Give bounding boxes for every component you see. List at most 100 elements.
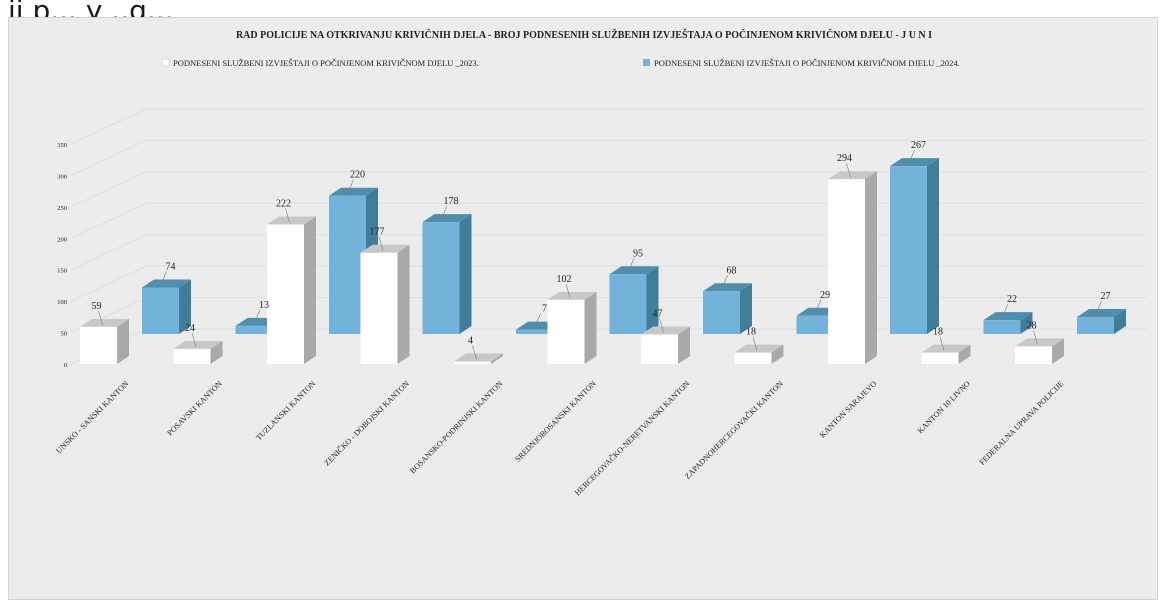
label-leader <box>1001 304 1009 319</box>
data-label-2024: 7 <box>542 304 547 315</box>
chart-svg: RAD POLICIJE NA OTKRIVANJU KRIVIČNIH DJE… <box>54 28 1147 497</box>
label-leader <box>659 318 664 333</box>
label-leader <box>1033 330 1038 345</box>
data-label-2023: 102 <box>557 274 572 285</box>
bar-front <box>1015 346 1052 364</box>
bar-front <box>641 334 678 364</box>
label-leader <box>253 309 261 324</box>
bar-2024 <box>1077 309 1126 334</box>
data-label-2024: 29 <box>820 290 830 301</box>
bar-side <box>740 283 752 334</box>
label-leader <box>814 299 822 314</box>
label-leader <box>534 313 541 328</box>
bar-side <box>304 216 316 364</box>
x-category-label: POSAVSKI KANTON <box>165 379 224 438</box>
bar-top <box>547 291 597 300</box>
label-leader <box>378 236 384 251</box>
bar-front <box>173 348 211 364</box>
bar-side <box>491 353 503 364</box>
chart-title: RAD POLICIJE NA OTKRIVANJU KRIVIČNIH DJE… <box>236 28 932 41</box>
label-leader <box>440 205 448 221</box>
bar-2023 <box>454 353 503 364</box>
bar-top <box>422 214 472 223</box>
bar-front <box>609 274 647 334</box>
bar-2023 <box>80 318 129 364</box>
grid-line-floor <box>70 108 147 145</box>
bar-front <box>454 361 491 364</box>
label-leader <box>98 310 103 325</box>
x-category-label: TUZLANSKI KANTON <box>254 379 317 442</box>
bar-front <box>921 352 959 364</box>
bar-side <box>1052 338 1064 364</box>
bar-top <box>142 279 191 288</box>
bar-2023 <box>921 344 971 364</box>
bar-front <box>80 326 117 364</box>
bar-2024 <box>422 214 472 334</box>
bar-front <box>516 329 553 334</box>
bar-side <box>771 344 784 364</box>
bar-top <box>80 318 129 327</box>
bar-top <box>267 216 316 225</box>
bar-front <box>890 166 927 334</box>
label-leader <box>908 150 915 165</box>
bar-2024 <box>983 312 1033 334</box>
label-leader <box>846 163 851 178</box>
bar-front <box>547 299 585 364</box>
bar-front <box>703 291 740 334</box>
bar-top <box>609 266 659 275</box>
bar-side <box>1114 309 1126 334</box>
bar-side <box>210 340 223 364</box>
bar-2024 <box>890 158 939 334</box>
bar-top <box>641 326 690 335</box>
bar-top <box>1015 338 1064 347</box>
bar-top <box>329 187 378 196</box>
data-label-2024: 74 <box>166 261 176 272</box>
y-axis: 0 50 100 150 200 250 300 350 <box>57 142 67 369</box>
label-leader <box>160 271 167 286</box>
data-label-2023: 59 <box>92 301 102 312</box>
grid-line-floor <box>70 171 147 208</box>
bar-2024 <box>142 279 191 334</box>
legend-swatch-2023 <box>161 58 170 67</box>
bar-2023 <box>641 326 690 364</box>
bar-2023 <box>547 291 597 364</box>
legend-swatch-2024 <box>643 59 650 66</box>
bar-side <box>459 214 472 334</box>
y-tick-label: 300 <box>57 173 67 180</box>
label-leader <box>721 275 728 290</box>
bar-top <box>734 344 784 353</box>
bar-front <box>267 224 304 364</box>
bar-side <box>584 291 597 364</box>
grid-line-floor <box>70 139 147 176</box>
bar-side <box>117 318 129 364</box>
grid-line-floor <box>70 234 147 271</box>
bar-2023 <box>734 344 784 364</box>
label-leader <box>939 336 945 351</box>
bar-2023 <box>828 171 877 364</box>
bar-2024 <box>703 283 752 334</box>
y-tick-label: 250 <box>57 205 67 212</box>
data-label-2023: 18 <box>933 327 943 338</box>
bar-side <box>927 158 939 334</box>
bar-2023 <box>1015 338 1064 364</box>
label-leader <box>285 208 290 223</box>
data-label-2023: 177 <box>370 227 385 238</box>
bar-top <box>921 344 971 353</box>
y-tick-label: 0 <box>64 362 67 369</box>
bar-top <box>360 244 410 253</box>
bar-top <box>703 283 752 292</box>
label-leader <box>191 332 197 347</box>
x-axis-categories: UNSKO - SANSKI KANTON POSAVSKI KANTON TUZL… <box>54 378 1065 497</box>
x-category-label: SREDNJOBOSANSKI KANTON <box>513 379 598 464</box>
data-label-2024: 68 <box>727 265 737 276</box>
bar-2023 <box>267 216 316 364</box>
bar-side <box>179 279 191 334</box>
data-label-2024: 267 <box>911 140 926 151</box>
data-label-2024: 27 <box>1101 291 1111 302</box>
y-tick-label: 100 <box>57 299 67 306</box>
data-label-2024: 95 <box>633 248 643 259</box>
bar-front <box>235 325 273 334</box>
data-label-2023: 28 <box>1027 320 1037 331</box>
bar-side <box>958 344 971 364</box>
